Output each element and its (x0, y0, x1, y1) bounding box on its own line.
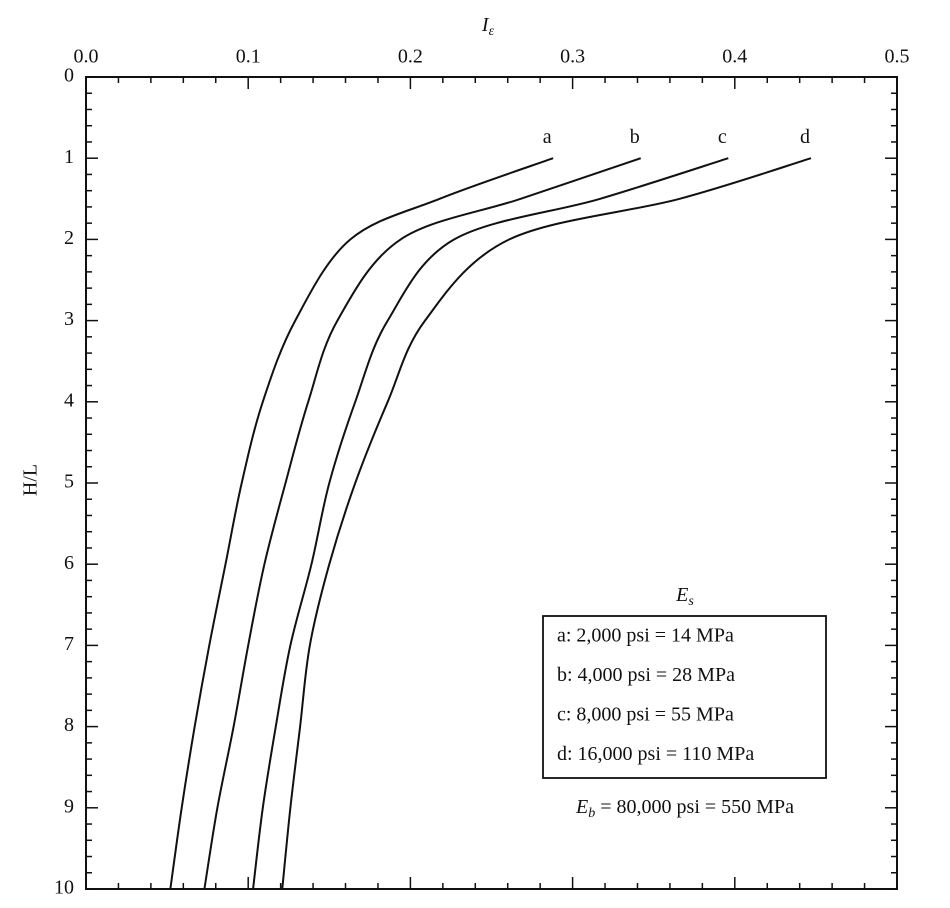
plot-frame (85, 76, 898, 890)
curve-label: b (630, 126, 640, 148)
curve-label: d (800, 126, 810, 148)
annotation: Eb = 80,000 psi = 550 MPa (575, 796, 794, 822)
x-tick-label: 0.4 (722, 46, 747, 68)
x-axis-title-sub: ε (489, 24, 495, 39)
x-tick-label: 0.0 (74, 46, 99, 68)
x-tick-label: 0.2 (398, 46, 423, 68)
legend-title-main: E (675, 584, 688, 606)
y-tick-label: 3 (64, 308, 74, 330)
y-tick-label: 1 (64, 146, 74, 168)
legend-entry: a: 2,000 psi = 14 MPa (557, 625, 734, 647)
annotation-sub: b (588, 806, 595, 821)
y-tick-label: 9 (64, 795, 74, 817)
x-axis-title: Iε (481, 14, 495, 40)
legend-entry: b: 4,000 psi = 28 MPa (557, 664, 735, 686)
x-tick-label: 0.5 (885, 46, 910, 68)
annotation-main: E (575, 796, 588, 818)
curve-label: c (718, 126, 727, 148)
x-axis-title-main: I (481, 14, 490, 36)
y-tick-label: 10 (54, 877, 74, 899)
x-tick-label: 0.3 (560, 46, 585, 68)
legend-entry: d: 16,000 psi = 110 MPa (557, 743, 754, 765)
annotation-rest: = 80,000 psi = 550 MPa (595, 796, 794, 818)
legend-title-sub: s (688, 594, 694, 609)
y-axis-title: H/L (20, 464, 42, 496)
curve (252, 157, 729, 890)
y-tick-label: 0 (64, 65, 74, 87)
y-tick-label: 4 (64, 389, 74, 411)
legend-title: Es (675, 584, 694, 610)
curve-label: a (543, 126, 552, 148)
curve (281, 157, 812, 890)
legend-entry: c: 8,000 psi = 55 MPa (557, 704, 734, 726)
y-tick-label: 5 (64, 471, 74, 493)
y-tick-label: 8 (64, 714, 74, 736)
curve (203, 157, 642, 890)
x-tick-label: 0.1 (236, 46, 261, 68)
y-tick-label: 7 (64, 633, 74, 655)
legend-box (542, 615, 827, 779)
y-tick-label: 6 (64, 552, 74, 574)
y-tick-label: 2 (64, 227, 74, 249)
curve (169, 157, 554, 890)
